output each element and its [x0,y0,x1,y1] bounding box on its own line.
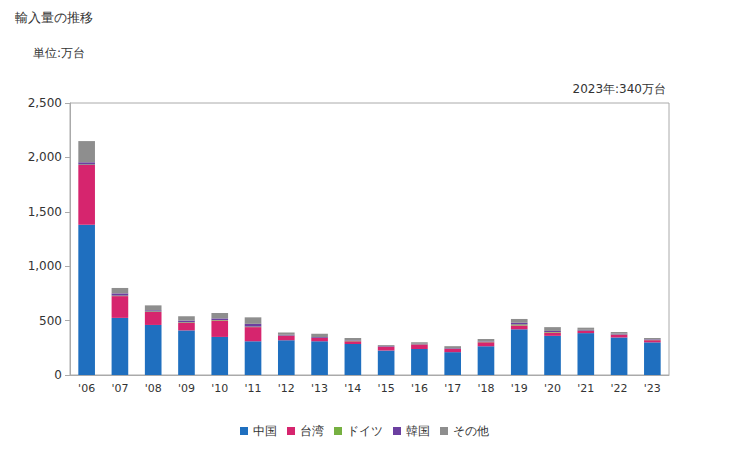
svg-text:'08: '08 [145,382,162,395]
svg-text:0: 0 [54,368,62,382]
svg-text:'21: '21 [577,382,594,395]
svg-text:'23: '23 [644,382,661,395]
svg-text:'15: '15 [378,382,395,395]
svg-text:'07: '07 [111,382,128,395]
svg-text:2,000: 2,000 [28,150,62,164]
svg-text:韓国: 韓国 [406,424,430,438]
svg-text:'19: '19 [511,382,528,395]
svg-text:台湾: 台湾 [300,424,324,438]
svg-text:'09: '09 [178,382,195,395]
svg-text:'12: '12 [278,382,295,395]
svg-text:'22: '22 [611,382,628,395]
svg-text:'17: '17 [444,382,461,395]
svg-text:単位:万台: 単位:万台 [33,46,85,60]
svg-text:'14: '14 [344,382,361,395]
svg-text:2023年:340万台: 2023年:340万台 [573,82,667,96]
svg-text:2,500: 2,500 [28,96,62,110]
svg-text:500: 500 [39,314,62,328]
svg-text:中国: 中国 [253,424,277,438]
svg-text:'16: '16 [411,382,428,395]
svg-text:ドイツ: ドイツ [347,424,383,438]
svg-text:'13: '13 [311,382,328,395]
svg-text:'20: '20 [544,382,561,395]
svg-text:'06: '06 [78,382,95,395]
svg-text:'10: '10 [211,382,228,395]
svg-text:1,500: 1,500 [28,205,62,219]
svg-text:'11: '11 [245,382,262,395]
svg-text:輸入量の推移: 輸入量の推移 [15,10,93,25]
svg-text:'18: '18 [477,382,494,395]
svg-text:1,000: 1,000 [28,259,62,273]
svg-text:その他: その他 [453,424,489,438]
